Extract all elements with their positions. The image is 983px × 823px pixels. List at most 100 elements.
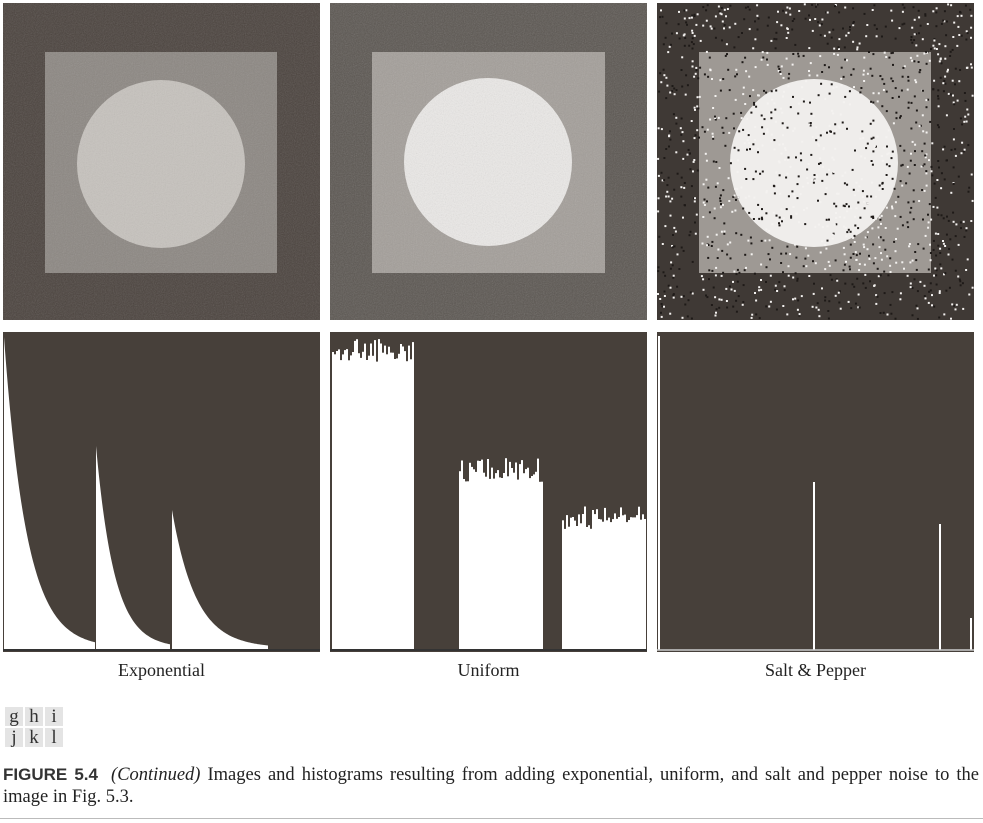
noise-dot [899,215,902,218]
noise-dot [817,223,820,226]
noise-dot [857,227,860,230]
noise-dot [833,52,836,55]
noise-dot [847,300,850,303]
noise-dot [755,299,758,302]
noise-dot [803,209,805,211]
noise-dot [949,55,952,57]
noise-dot [691,47,694,50]
noise-dot [918,32,920,35]
noise-dot [872,136,875,139]
noise-dot [943,20,946,23]
noise-dot [664,274,667,277]
noise-dot [967,190,970,193]
noise-dot [938,166,940,169]
noise-dot [766,63,769,66]
histogram-column [346,349,348,649]
noise-dot [813,174,816,176]
noise-dot [794,43,797,46]
noise-dot [668,45,671,48]
noise-dot [958,34,961,36]
noise-dot [798,313,801,316]
noise-dot [768,305,771,308]
noise-dot [861,190,864,193]
noise-dot [680,117,683,120]
noise-dot [940,187,943,190]
noise-dot [859,91,862,94]
noise-dot [863,56,866,59]
noise-dot [884,248,887,251]
noise-dot [744,167,747,170]
noise-dot [846,210,849,213]
noise-dot [794,196,796,199]
noise-dot [797,175,800,178]
noise-dot [932,239,935,242]
noise-dot [773,37,776,40]
histogram-column [606,520,608,649]
noise-dot [949,50,952,53]
noise-dot [808,14,810,17]
noise-dot [878,188,881,191]
histogram-column [626,522,628,649]
noise-dot [818,162,820,165]
noise-dot [761,144,764,147]
noise-dot [873,219,875,221]
histogram-column [467,481,469,649]
noise-dot [914,150,916,153]
noise-dot [667,284,670,287]
noise-dot [752,143,755,146]
noise-dot [742,128,745,131]
noise-dot [672,113,675,116]
noise-dot [778,143,781,146]
noise-dot [903,267,905,270]
noise-dot [834,147,837,150]
noise-dot [826,225,829,228]
noise-dot [762,132,765,135]
noise-dot [907,201,910,204]
noise-dot [907,79,910,82]
noise-dot [814,18,817,20]
noise-dot [883,82,886,85]
noise-dot [773,102,776,105]
noise-dot [821,18,824,21]
noise-dot [779,73,782,75]
histogram-column [525,469,527,649]
noise-dot [819,251,822,254]
histogram-column [495,473,497,649]
noise-dot [749,148,751,151]
noise-dot [715,266,718,269]
noise-dot [799,193,802,196]
noise-dot [776,290,779,292]
noise-dot [763,118,766,121]
noise-dot [699,39,702,42]
noise-dot [966,108,969,111]
noise-dot [718,167,721,169]
noise-dot [885,163,888,166]
noise-dot [787,265,790,268]
noise-dot [916,290,919,293]
histogram-column [527,467,529,649]
noise-dot [830,83,833,86]
noise-dot [820,82,823,85]
noise-dot [844,171,847,174]
noise-dot [960,227,962,230]
noise-dot [844,6,847,9]
histogram-column [366,360,368,649]
noise-dot [886,145,888,148]
noise-dot [669,286,672,289]
noise-dot [836,53,839,56]
histogram-column [610,522,612,649]
noise-dot [699,66,702,69]
noise-dot [798,10,801,12]
histogram-column [404,351,406,649]
noise-dot [864,157,866,160]
noise-dot [809,101,811,104]
noise-dot [951,79,954,82]
noise-dot [736,268,739,271]
noise-dot [846,231,849,234]
noise-dot [887,274,890,277]
noise-dot [888,165,891,168]
noise-dot [880,214,883,217]
noise-dot [669,214,672,217]
noise-dot [738,130,741,133]
